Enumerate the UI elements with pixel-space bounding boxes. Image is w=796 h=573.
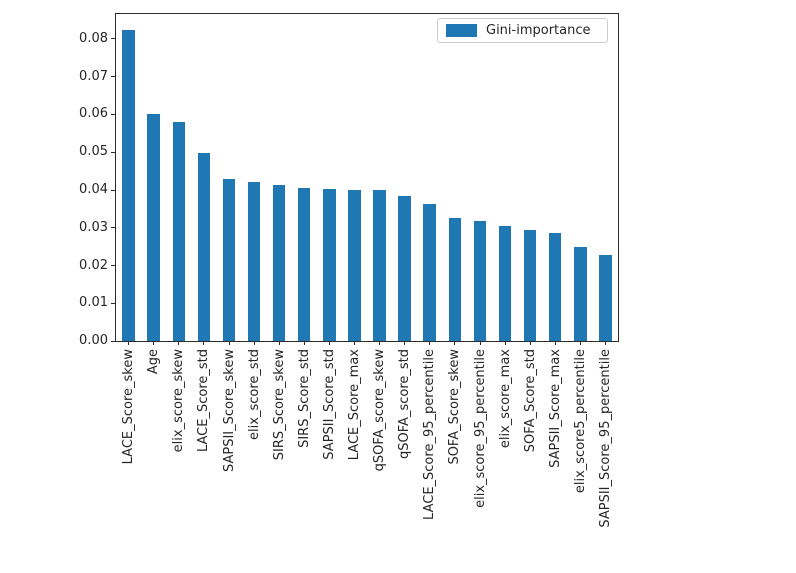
bar-SOFA_Score_std: [523, 229, 537, 341]
bar-qSOFA_score_skew: [373, 190, 386, 341]
bar-SAPSII_Score_skew: [222, 178, 236, 341]
x-tick: [153, 341, 155, 345]
x-tick-label: LACE_Score_max: [347, 349, 362, 461]
x-tick: [504, 341, 506, 345]
x-tick-label: LACE_Score_std: [196, 349, 212, 453]
x-tick: [228, 341, 230, 345]
x-tick: [554, 341, 556, 345]
x-tick: [529, 341, 531, 345]
x-tick: [128, 341, 130, 345]
bar-Age: [147, 114, 160, 341]
x-tick: [479, 341, 481, 345]
bar-LACE_Score_std: [197, 153, 211, 341]
x-tick-label: elix_score_max: [497, 349, 513, 449]
bar-LACE_Score_skew: [122, 29, 135, 341]
x-tick-label: SAPSII_Score_max: [547, 349, 563, 468]
legend-label: Gini-importance: [486, 23, 591, 38]
x-tick: [253, 341, 255, 345]
x-tick: [454, 341, 456, 345]
y-tick-label: 0.08: [79, 30, 108, 46]
y-tick-label: 0.05: [79, 144, 108, 160]
x-tick: [203, 341, 205, 345]
x-tick-label: SOFA_Score_skew: [447, 349, 463, 465]
bar-qSOFA_score_std: [398, 196, 411, 341]
x-tick-label: LACE_Score_skew: [121, 349, 137, 465]
x-tick-label: SAPSII_Score_std: [321, 349, 337, 460]
y-tick-label: 0.03: [79, 219, 108, 235]
bar-LACE_Score_max: [348, 190, 361, 341]
bar-SAPSII_Score_max: [548, 233, 562, 341]
x-tick: [429, 341, 431, 345]
x-tick-label: SOFA_Score_std: [522, 349, 538, 453]
y-tick: [111, 265, 115, 266]
y-tick-label: 0.02: [79, 257, 108, 273]
x-tick: [278, 341, 280, 345]
y-tick: [111, 189, 115, 191]
bar-SOFA_Score_skew: [448, 218, 462, 341]
x-tick-label: LACE_Score_95_percentile: [422, 349, 438, 520]
bar-elix_score_95_percentile: [473, 221, 487, 341]
x-tick: [354, 341, 355, 345]
bar-SAPSII_Score_std: [323, 188, 336, 341]
bar-elix_score5_percentile: [574, 246, 587, 341]
x-tick-label: elix_score5_percentile: [572, 349, 588, 494]
plot-area: 0.00 0.01 0.02 0.03 0.04 0.05 0.06 0.07 0.08 LACE…: [79, 13, 619, 528]
x-tick-label: elix_score_std: [246, 349, 262, 440]
bar-elix_score_max: [498, 225, 512, 341]
y-tick: [111, 302, 115, 304]
x-tick-label: qSOFA_score_std: [397, 349, 413, 459]
x-tick-label: SAPSII_Score_95_percentile: [598, 349, 613, 528]
x-tick: [178, 341, 180, 345]
x-tick-label: elix_score_skew: [171, 349, 187, 453]
y-tick: [111, 113, 115, 115]
bar-LACE_Score_95_percentile: [423, 204, 436, 341]
x-tick: [379, 341, 381, 345]
x-tick: [605, 341, 606, 345]
bar-SIRS_Score_std: [297, 188, 311, 341]
x-tick-label: elix_score_95_percentile: [472, 349, 488, 508]
x-tick-label: SAPSII_Score_skew: [221, 349, 237, 473]
y-tick: [111, 76, 115, 78]
y-tick: [111, 227, 115, 229]
bar-elix_score_skew: [172, 122, 186, 341]
bar-SAPSII_Score_95_percentile: [599, 254, 612, 341]
legend-swatch: [446, 24, 477, 37]
y-tick-label: 0.04: [79, 182, 108, 197]
bar-elix_score_std: [247, 182, 261, 341]
x-tick-label: SIRS_Score_skew: [271, 349, 287, 461]
x-tick: [328, 341, 330, 345]
y-tick: [111, 151, 115, 153]
y-tick: [111, 38, 115, 40]
bar-SIRS_Score_skew: [272, 184, 286, 341]
y-tick-label: 0.01: [79, 295, 108, 311]
x-tick-label: SIRS_Score_std: [296, 349, 312, 448]
y-tick-label: 0.00: [79, 333, 108, 348]
x-tick: [579, 341, 581, 345]
x-tick-label: Age: [146, 349, 162, 375]
y-tick: [111, 340, 115, 342]
x-tick: [303, 341, 305, 345]
legend: Gini-importance: [437, 18, 608, 43]
x-tick-label: qSOFA_score_skew: [372, 349, 388, 472]
y-tick-label: 0.07: [79, 68, 108, 84]
y-tick-label: 0.06: [79, 106, 108, 122]
x-tick: [404, 341, 406, 345]
